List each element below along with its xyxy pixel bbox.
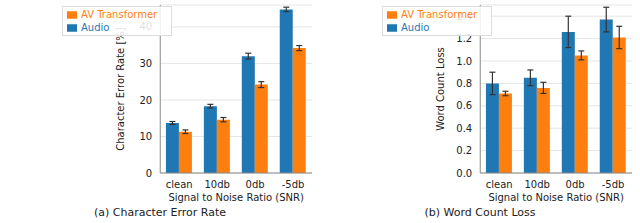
svg-text:0.6: 0.6 (456, 100, 472, 111)
svg-text:0db: 0db (566, 179, 585, 190)
svg-text:0.8: 0.8 (456, 78, 472, 89)
svg-text:-5db: -5db (602, 179, 625, 190)
svg-text:Signal to Noise Ratio (SNR): Signal to Noise Ratio (SNR) (168, 192, 304, 203)
svg-text:30: 30 (140, 58, 153, 69)
svg-text:0.4: 0.4 (456, 123, 472, 134)
svg-text:0: 0 (146, 168, 152, 179)
svg-text:10db: 10db (524, 179, 549, 190)
svg-text:1.0: 1.0 (456, 56, 472, 67)
svg-text:0.0: 0.0 (456, 168, 472, 179)
svg-text:-5db: -5db (282, 179, 305, 190)
svg-text:1.4: 1.4 (456, 11, 472, 22)
svg-text:40: 40 (140, 21, 153, 32)
svg-text:Signal to Noise Ratio (SNR): Signal to Noise Ratio (SNR) (488, 192, 624, 203)
svg-text:clean: clean (486, 179, 513, 190)
svg-text:Character Error Rate [%]: Character Error Rate [%] (115, 27, 126, 151)
svg-text:0.2: 0.2 (456, 145, 472, 156)
svg-text:0db: 0db (246, 179, 265, 190)
svg-text:20: 20 (140, 95, 153, 106)
svg-text:10: 10 (140, 131, 153, 142)
svg-text:Word Count Loss: Word Count Loss (435, 47, 446, 131)
svg-text:1.2: 1.2 (456, 33, 472, 44)
svg-text:10db: 10db (204, 179, 229, 190)
svg-text:clean: clean (166, 179, 193, 190)
